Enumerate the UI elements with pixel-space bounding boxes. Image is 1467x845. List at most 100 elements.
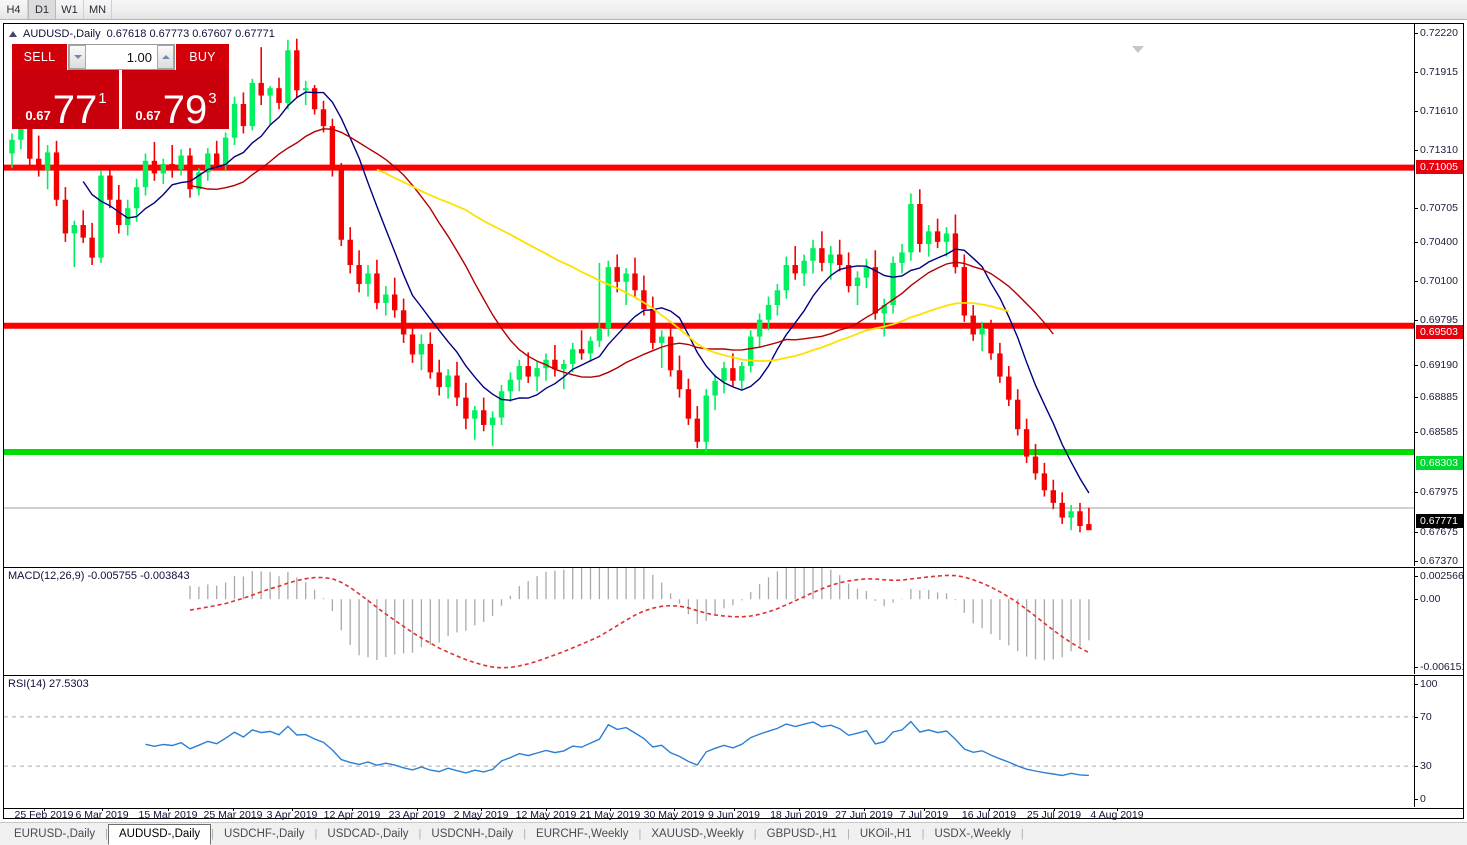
price-tick: 0.70705 [1415,202,1463,214]
symbol-name: AUDUSD-,Daily [23,28,101,40]
rsi-plot-area[interactable] [4,676,1414,807]
price-tick: 0.67675 [1415,526,1463,538]
time-axis-tick [1054,808,1055,811]
price-plot-area[interactable] [4,24,1414,566]
time-axis: 25 Feb 2019 6 Mar 2019 15 Mar 2019 25 Mar 2… [4,808,1463,821]
tab-separator: | [638,828,642,840]
tab-separator: | [523,828,527,840]
tab-separator: | [418,828,422,840]
time-axis-label: 4 Aug 2019 [1090,809,1144,821]
macd-plot-area[interactable] [4,568,1414,674]
ask-price-fraction: 3 [208,90,217,107]
symbol-tab-eurchfweekly[interactable]: EURCHF-,Weekly [536,828,629,840]
timeframe-button-h4[interactable]: H4 [0,0,28,19]
time-axis-tick [168,808,169,811]
symbol-tab-bar: EURUSD-,Daily | AUDUSD-,Daily | USDCHF-,Dail… [0,822,1467,845]
time-axis-tick [417,808,418,811]
chart-canvas[interactable]: 0.72220 0.71915 0.71610 0.71310 0.71005 … [3,23,1464,821]
one-click-trading-panel[interactable]: SELL 1.00 BUY 0.67 77 1 0.67 79 3 [12,44,229,130]
tab-separator: | [211,828,215,840]
price-tag-resistance-1[interactable]: 0.71005 [1416,160,1463,174]
bid-price-block[interactable]: 0.67 77 1 [12,70,119,130]
volume-input[interactable]: 1.00 [126,49,152,65]
price-tick: 0.69795 [1415,314,1463,326]
ask-price-block[interactable]: 0.67 79 3 [122,70,229,130]
price-tag-resistance-2[interactable]: 0.69503 [1416,325,1463,339]
time-axis-tick [233,808,234,811]
time-axis-label: 23 Apr 2019 [388,809,446,821]
timeframe-toolbar: H4 D1 W1 MN [0,0,1467,20]
chart-window: 0.72220 0.71915 0.71610 0.71310 0.71005 … [0,20,1467,822]
time-axis-label: 2 May 2019 [453,809,509,821]
symbol-tab-gbpusdh1[interactable]: GBPUSD-,H1 [766,828,837,840]
time-axis-tick [352,808,353,811]
time-axis-tick [864,808,865,811]
chevron-down-icon [73,55,82,59]
price-pane[interactable]: 0.72220 0.71915 0.71610 0.71310 0.71005 … [4,24,1463,566]
symbol-tab-usdcnhdaily[interactable]: USDCNH-,Daily [431,828,514,840]
bid-price-prefix: 0.67 [25,108,51,123]
rsi-tick: 70 [1415,711,1463,723]
volume-increment-button[interactable] [157,45,174,69]
time-axis-label: 18 Jun 2019 [770,809,828,821]
rsi-scale[interactable]: 100 70 30 0 [1414,676,1463,807]
macd-scale[interactable]: 0.002566 0.00 -0.006151 [1414,568,1463,674]
time-axis-label: 27 Jun 2019 [835,809,893,821]
rsi-tick: 30 [1415,760,1463,772]
time-axis-label: 25 Mar 2019 [203,809,263,821]
tab-separator: | [846,828,850,840]
time-axis-label: 25 Jul 2019 [1026,809,1082,821]
macd-tick: 0.002566 [1415,570,1463,582]
time-axis-label: 25 Feb 2019 [14,809,74,821]
tab-separator: | [753,828,757,840]
price-tick: 0.70100 [1415,275,1463,287]
macd-tick: -0.006151 [1415,661,1463,673]
symbol-tab-eurusddaily[interactable]: EURUSD-,Daily [14,828,96,840]
time-axis-label: 9 Jun 2019 [708,809,760,821]
chevron-up-icon [161,55,170,59]
candlestick-chart [4,38,1414,533]
sell-button[interactable]: SELL [12,44,67,70]
tab-separator: | [921,828,925,840]
time-axis-label: 16 Jul 2019 [961,809,1017,821]
time-axis-label: 3 Apr 2019 [266,809,318,821]
price-tick: 0.67975 [1415,486,1463,498]
rsi-tick: 100 [1415,678,1463,690]
chart-scroll-triangle-icon[interactable] [1132,46,1144,53]
volume-stepper[interactable]: 1.00 [68,44,175,70]
price-tick: 0.67370 [1415,555,1463,566]
price-tag-support[interactable]: 0.68303 [1416,456,1463,470]
symbol-ohlc: 0.67618 0.67773 0.67607 0.67771 [106,28,275,40]
time-axis-tick [799,808,800,811]
time-axis-label: 30 May 2019 [643,809,705,821]
symbol-tab-usdcaddaily[interactable]: USDCAD-,Daily [327,828,409,840]
collapse-triangle-icon[interactable] [9,31,17,37]
time-axis-label: 21 May 2019 [579,809,641,821]
time-axis-tick [924,808,925,811]
tab-separator: | [1020,828,1024,840]
timeframe-button-w1[interactable]: W1 [56,0,84,19]
macd-chart [189,568,1090,669]
timeframe-button-d1[interactable]: D1 [28,0,56,19]
macd-tick: 0.00 [1415,593,1463,605]
volume-decrement-button[interactable] [69,45,86,69]
symbol-tab-xauusdweekly[interactable]: XAUUSD-,Weekly [651,828,744,840]
symbol-tab-usdchfdaily[interactable]: USDCHF-,Daily [224,828,305,840]
symbol-tab-audusddaily[interactable]: AUDUSD-,Daily [108,823,212,845]
timeframe-button-mn[interactable]: MN [84,0,112,19]
price-tick: 0.70400 [1415,236,1463,248]
rsi-tick: 0 [1415,793,1463,805]
price-tick: 0.71610 [1415,105,1463,117]
time-axis-tick [102,808,103,811]
macd-pane[interactable]: MACD(12,26,9) -0.005755 -0.003843 0.0025… [4,567,1463,674]
rsi-pane[interactable]: RSI(14) 27.5303 100 70 30 0 [4,675,1463,807]
buy-button[interactable]: BUY [176,44,229,70]
symbol-header: AUDUSD-,Daily 0.67618 0.67773 0.67607 0.… [9,28,275,40]
price-scale[interactable]: 0.72220 0.71915 0.71610 0.71310 0.71005 … [1414,24,1463,566]
symbol-tab-usdxweekly[interactable]: USDX-,Weekly [934,828,1011,840]
price-tick: 0.71310 [1415,144,1463,156]
price-tag-last[interactable]: 0.67771 [1416,514,1463,528]
time-axis-tick [610,808,611,811]
symbol-tab-ukoilh1[interactable]: UKOil-,H1 [859,828,912,840]
time-axis-label: 12 May 2019 [515,809,577,821]
